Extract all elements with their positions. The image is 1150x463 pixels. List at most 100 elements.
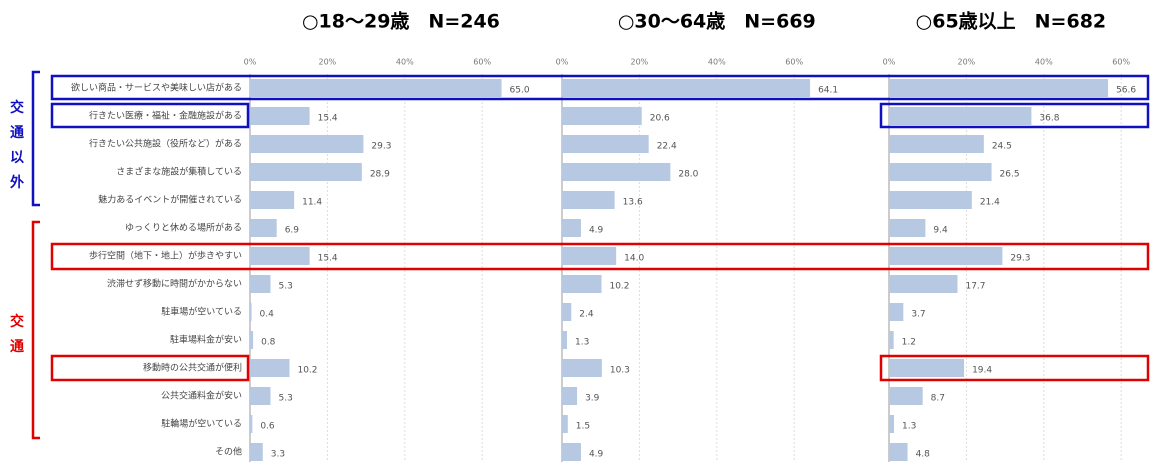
bar xyxy=(889,387,923,405)
value-label: 1.3 xyxy=(902,422,916,432)
bar xyxy=(889,415,895,433)
highlight xyxy=(50,74,1150,101)
bar xyxy=(889,359,965,377)
value-label: 21.4 xyxy=(980,198,1000,208)
bar xyxy=(889,135,984,153)
x-tick-label: 40% xyxy=(396,58,414,67)
value-label: 6.9 xyxy=(285,226,300,236)
value-label: 26.5 xyxy=(1000,170,1020,180)
value-label: 5.3 xyxy=(279,394,293,404)
panel-title: ○65歳以上 N=682 xyxy=(916,11,1107,33)
value-label: 10.2 xyxy=(609,282,629,292)
bar xyxy=(889,275,958,293)
highlight-boxes xyxy=(31,70,1150,440)
bar xyxy=(562,387,578,405)
category-label: 移動時の公共交通が便利 xyxy=(143,362,242,374)
value-label: 17.7 xyxy=(965,282,985,292)
bar xyxy=(250,331,254,349)
bar xyxy=(889,163,992,181)
category-label: 魅力あるイベントが開催されている xyxy=(98,194,242,206)
category-label: 行きたい公共施設（役所など）がある xyxy=(89,138,242,150)
bar xyxy=(889,303,904,321)
bar xyxy=(889,107,1032,125)
value-label: 19.4 xyxy=(972,366,992,376)
value-label: 0.6 xyxy=(260,422,275,432)
bracket xyxy=(31,70,40,207)
bar xyxy=(562,247,617,265)
bar xyxy=(889,247,1003,265)
highlight xyxy=(50,102,250,129)
value-label: 64.1 xyxy=(818,86,838,96)
bar xyxy=(889,191,972,209)
bar xyxy=(562,79,811,97)
bar xyxy=(250,415,253,433)
bar xyxy=(562,219,581,237)
value-label: 10.2 xyxy=(297,366,317,376)
bar xyxy=(250,135,364,153)
value-label: 4.9 xyxy=(589,450,604,460)
x-tick-label: 0% xyxy=(556,58,569,67)
category-label: 行きたい医療・福祉・金融施設がある xyxy=(89,110,242,122)
value-label: 11.4 xyxy=(302,198,322,208)
x-tick-label: 60% xyxy=(1112,58,1130,67)
value-label: 36.8 xyxy=(1039,114,1059,124)
value-label: 1.3 xyxy=(575,338,589,348)
value-label: 1.2 xyxy=(902,338,916,348)
x-tick-label: 40% xyxy=(1035,58,1053,67)
x-tick-label: 60% xyxy=(785,58,803,67)
bar xyxy=(562,135,649,153)
category-label: その他 xyxy=(215,446,242,458)
value-label: 3.7 xyxy=(911,310,925,320)
value-label: 20.6 xyxy=(650,114,670,124)
bar xyxy=(889,443,908,461)
category-label: 公共交通料金が安い xyxy=(161,390,242,402)
bar xyxy=(562,443,581,461)
value-label: 4.8 xyxy=(916,450,931,460)
bar xyxy=(250,79,502,97)
category-label: さまざまな施設が集積している xyxy=(116,166,242,178)
bar xyxy=(250,247,310,265)
highlight xyxy=(879,102,1150,129)
category-label: 駐車場が空いている xyxy=(161,306,242,318)
value-label: 2.4 xyxy=(579,310,594,320)
bar xyxy=(562,303,572,321)
value-label: 29.3 xyxy=(371,142,391,152)
panel-title: ○30～64歳 N=669 xyxy=(618,11,816,33)
bar xyxy=(889,79,1109,97)
bar xyxy=(562,107,642,125)
value-label: 9.4 xyxy=(933,226,948,236)
x-tick-label: 60% xyxy=(473,58,491,67)
bar xyxy=(889,219,926,237)
bar xyxy=(250,443,263,461)
value-label: 28.9 xyxy=(370,170,390,180)
category-label: 駐輪場が空いている xyxy=(161,418,242,430)
value-label: 0.4 xyxy=(260,310,275,320)
value-label: 0.8 xyxy=(261,338,276,348)
value-label: 8.7 xyxy=(931,394,945,404)
bracket xyxy=(31,220,40,440)
bar xyxy=(562,331,568,349)
bar xyxy=(250,219,277,237)
category-label: ゆっくりと休める場所がある xyxy=(125,222,242,234)
x-tick-label: 20% xyxy=(631,58,649,67)
highlight xyxy=(50,242,1150,271)
value-label: 15.4 xyxy=(318,114,338,124)
bar xyxy=(250,107,310,125)
value-label: 56.6 xyxy=(1116,86,1136,96)
value-label: 10.3 xyxy=(610,366,630,376)
highlight xyxy=(50,354,250,382)
bar xyxy=(562,359,602,377)
value-label: 13.6 xyxy=(623,198,643,208)
value-label: 3.3 xyxy=(271,450,285,460)
value-label: 65.0 xyxy=(510,86,530,96)
x-tick-label: 40% xyxy=(708,58,726,67)
value-label: 5.3 xyxy=(279,282,293,292)
category-label: 駐車場料金が安い xyxy=(170,334,242,346)
bar xyxy=(250,275,271,293)
bar xyxy=(562,275,602,293)
value-label: 15.4 xyxy=(318,254,338,264)
value-label: 28.0 xyxy=(678,170,698,180)
bar xyxy=(250,191,295,209)
highlight xyxy=(879,354,1150,382)
